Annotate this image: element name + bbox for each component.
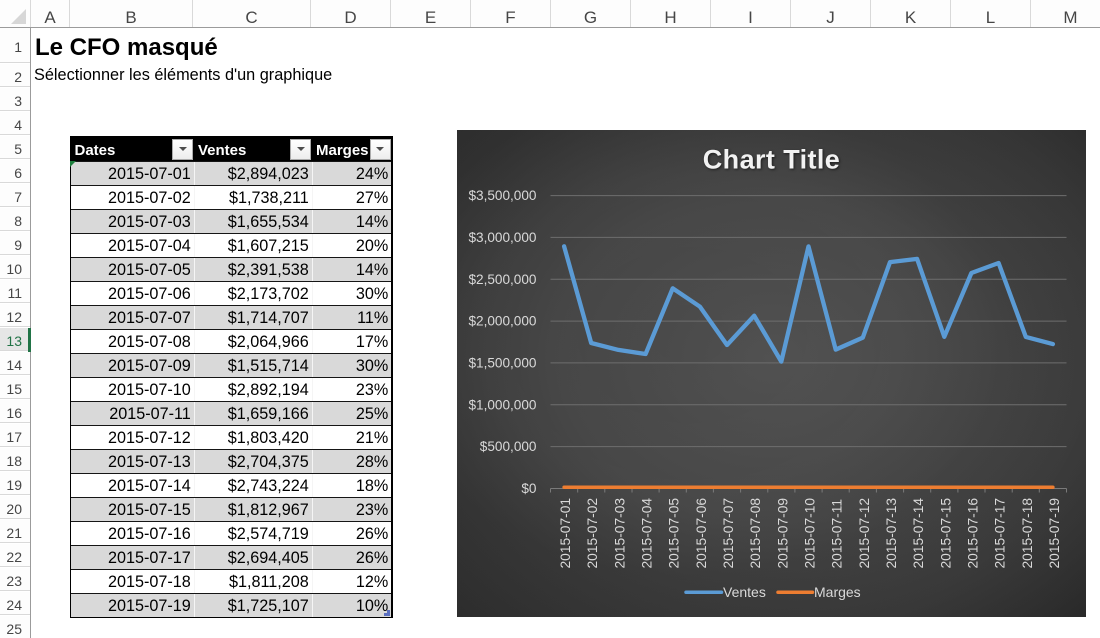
svg-text:2015-07-18: 2015-07-18 xyxy=(1020,498,1035,569)
svg-text:$2,000,000: $2,000,000 xyxy=(468,314,536,329)
svg-text:$500,000: $500,000 xyxy=(480,439,537,454)
svg-text:2015-07-15: 2015-07-15 xyxy=(938,498,953,569)
svg-text:$1,500,000: $1,500,000 xyxy=(468,355,536,370)
svg-text:Ventes: Ventes xyxy=(723,584,766,600)
svg-text:2015-07-07: 2015-07-07 xyxy=(721,498,736,569)
svg-text:2015-07-17: 2015-07-17 xyxy=(993,498,1008,569)
svg-text:2015-07-02: 2015-07-02 xyxy=(585,498,600,569)
svg-text:$0: $0 xyxy=(521,481,537,496)
svg-text:2015-07-14: 2015-07-14 xyxy=(911,498,926,569)
svg-text:2015-07-09: 2015-07-09 xyxy=(775,498,790,569)
svg-text:$3,500,000: $3,500,000 xyxy=(468,188,536,203)
svg-text:2015-07-13: 2015-07-13 xyxy=(884,498,899,569)
svg-text:2015-07-10: 2015-07-10 xyxy=(803,498,818,569)
svg-text:2015-07-04: 2015-07-04 xyxy=(640,498,655,569)
svg-text:2015-07-16: 2015-07-16 xyxy=(965,498,980,569)
svg-text:2015-07-11: 2015-07-11 xyxy=(830,499,845,569)
svg-text:2015-07-01: 2015-07-01 xyxy=(558,498,573,569)
svg-text:2015-07-06: 2015-07-06 xyxy=(694,498,709,569)
svg-text:Marges: Marges xyxy=(814,584,861,600)
svg-text:$2,500,000: $2,500,000 xyxy=(468,272,536,287)
svg-text:2015-07-03: 2015-07-03 xyxy=(612,498,627,569)
svg-text:$3,000,000: $3,000,000 xyxy=(468,230,536,245)
svg-text:$1,000,000: $1,000,000 xyxy=(468,397,536,412)
svg-text:2015-07-08: 2015-07-08 xyxy=(748,498,763,569)
svg-text:2015-07-12: 2015-07-12 xyxy=(857,498,872,569)
svg-text:2015-07-19: 2015-07-19 xyxy=(1047,498,1062,569)
svg-text:Chart Title: Chart Title xyxy=(703,145,840,175)
svg-text:2015-07-05: 2015-07-05 xyxy=(667,498,682,569)
